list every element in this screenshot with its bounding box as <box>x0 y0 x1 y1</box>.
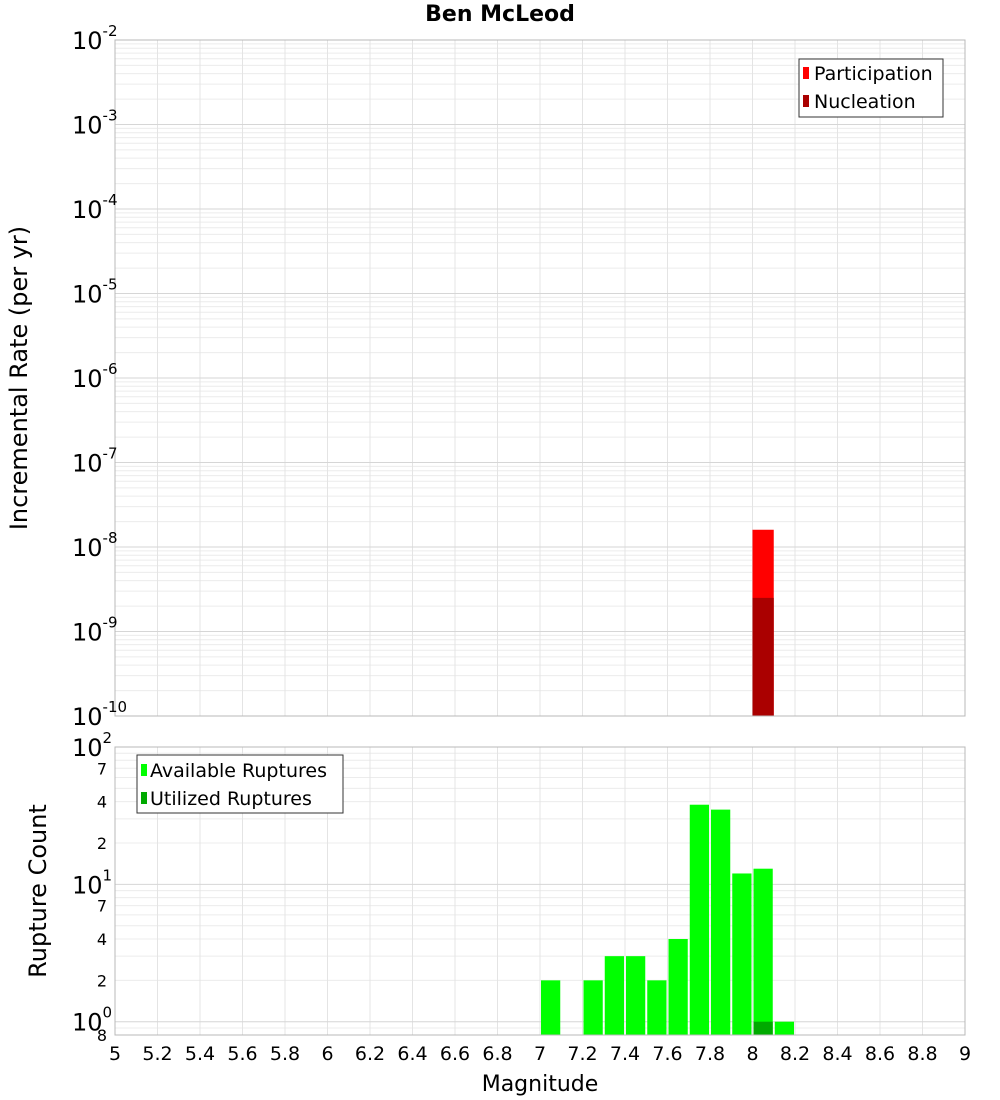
bar-available-ruptures <box>753 868 773 1035</box>
legend-box <box>798 58 944 118</box>
legend-label-nucleation: Nucleation <box>814 91 916 113</box>
x-tick-label: 5.2 <box>142 1043 172 1065</box>
x-tick-label: 8.8 <box>907 1043 937 1065</box>
count-plot-border <box>114 746 966 1036</box>
bar-available-ruptures <box>732 873 752 1035</box>
bar-available-ruptures <box>689 804 709 1035</box>
legend-swatch-utilized-ruptures <box>141 792 147 804</box>
count-legend: Available Ruptures Utilized Ruptures <box>136 754 344 814</box>
y-minor-tick-label: 2 <box>97 834 107 853</box>
rate-legend: Participation Nucleation <box>798 58 944 118</box>
x-tick-label: 7.6 <box>652 1043 682 1065</box>
bar-available-ruptures <box>774 1021 794 1035</box>
y-minor-tick-label: 7 <box>97 759 107 778</box>
y-minor-tick-label: 4 <box>97 930 107 949</box>
x-tick-label: 7.2 <box>567 1043 597 1065</box>
x-tick-label: 8.4 <box>822 1043 852 1065</box>
y-tick-label: 10-9 <box>72 614 118 647</box>
legend-label-participation: Participation <box>814 63 933 85</box>
x-tick-label: 5.4 <box>185 1043 215 1065</box>
legend-swatch-participation <box>803 67 809 79</box>
y-minor-tick-label: 8 <box>97 1026 107 1045</box>
y-tick-label: 101 <box>72 866 112 899</box>
bar-available-ruptures <box>541 980 561 1035</box>
x-tick-label: 6.4 <box>397 1043 427 1065</box>
bar-nucleation <box>752 597 774 716</box>
y-minor-tick-label: 7 <box>97 897 107 916</box>
y-minor-tick-label: 4 <box>97 793 107 812</box>
bar-utilized-ruptures <box>753 1021 773 1035</box>
rate-plot: 10-2 10-3 10-4 10-5 10-6 10-7 10-8 10-9 10-10 Inc… <box>5 22 966 731</box>
y-tick-label: 102 <box>72 729 112 762</box>
y-tick-label: 10-7 <box>72 445 118 478</box>
x-tick-label: 5.8 <box>270 1043 300 1065</box>
bar-available-ruptures <box>604 956 624 1035</box>
x-tick-label: 6.6 <box>440 1043 470 1065</box>
count-y-axis-label: Rupture Count <box>24 804 52 978</box>
x-tick-label: 7.4 <box>610 1043 640 1065</box>
y-tick-label: 10-5 <box>72 276 118 309</box>
x-tick-label: 8.2 <box>780 1043 810 1065</box>
x-tick-label: 8.6 <box>865 1043 895 1065</box>
legend-swatch-available-ruptures <box>141 764 147 776</box>
y-tick-label: 100 <box>72 1004 112 1037</box>
x-tick-label: 6.8 <box>482 1043 512 1065</box>
y-minor-tick-label: 2 <box>97 971 107 990</box>
x-tick-label: 7.8 <box>695 1043 725 1065</box>
y-tick-label: 10-8 <box>72 529 118 562</box>
y-tick-label: 10-6 <box>72 360 118 393</box>
bar-available-ruptures <box>647 980 667 1035</box>
x-tick-label: 6.2 <box>355 1043 385 1065</box>
bar-available-ruptures <box>668 939 688 1035</box>
legend-swatch-nucleation <box>803 95 809 107</box>
y-tick-label: 10-4 <box>72 191 118 224</box>
x-tick-label: 9 <box>959 1043 971 1065</box>
y-tick-label: 10-3 <box>72 107 118 140</box>
bar-available-ruptures <box>583 980 603 1035</box>
legend-label-available-ruptures: Available Ruptures <box>150 760 327 782</box>
legend-label-utilized-ruptures: Utilized Ruptures <box>150 788 312 810</box>
x-tick-label: 5 <box>109 1043 121 1065</box>
x-axis-label: Magnitude <box>482 1072 599 1097</box>
x-tick-label: 7 <box>534 1043 546 1065</box>
y-tick-label: 10-10 <box>72 698 127 731</box>
chart-title: Ben McLeod <box>425 2 575 27</box>
y-tick-label: 10-2 <box>72 22 118 55</box>
legend-box <box>136 754 344 814</box>
bar-available-ruptures <box>711 809 731 1035</box>
x-tick-label: 6 <box>321 1043 333 1065</box>
x-tick-label: 5.6 <box>227 1043 257 1065</box>
x-tick-label: 8 <box>746 1043 758 1065</box>
bar-available-ruptures <box>626 956 646 1035</box>
rate-plot-border <box>114 39 966 717</box>
rate-y-axis-label: Incremental Rate (per yr) <box>5 226 33 530</box>
